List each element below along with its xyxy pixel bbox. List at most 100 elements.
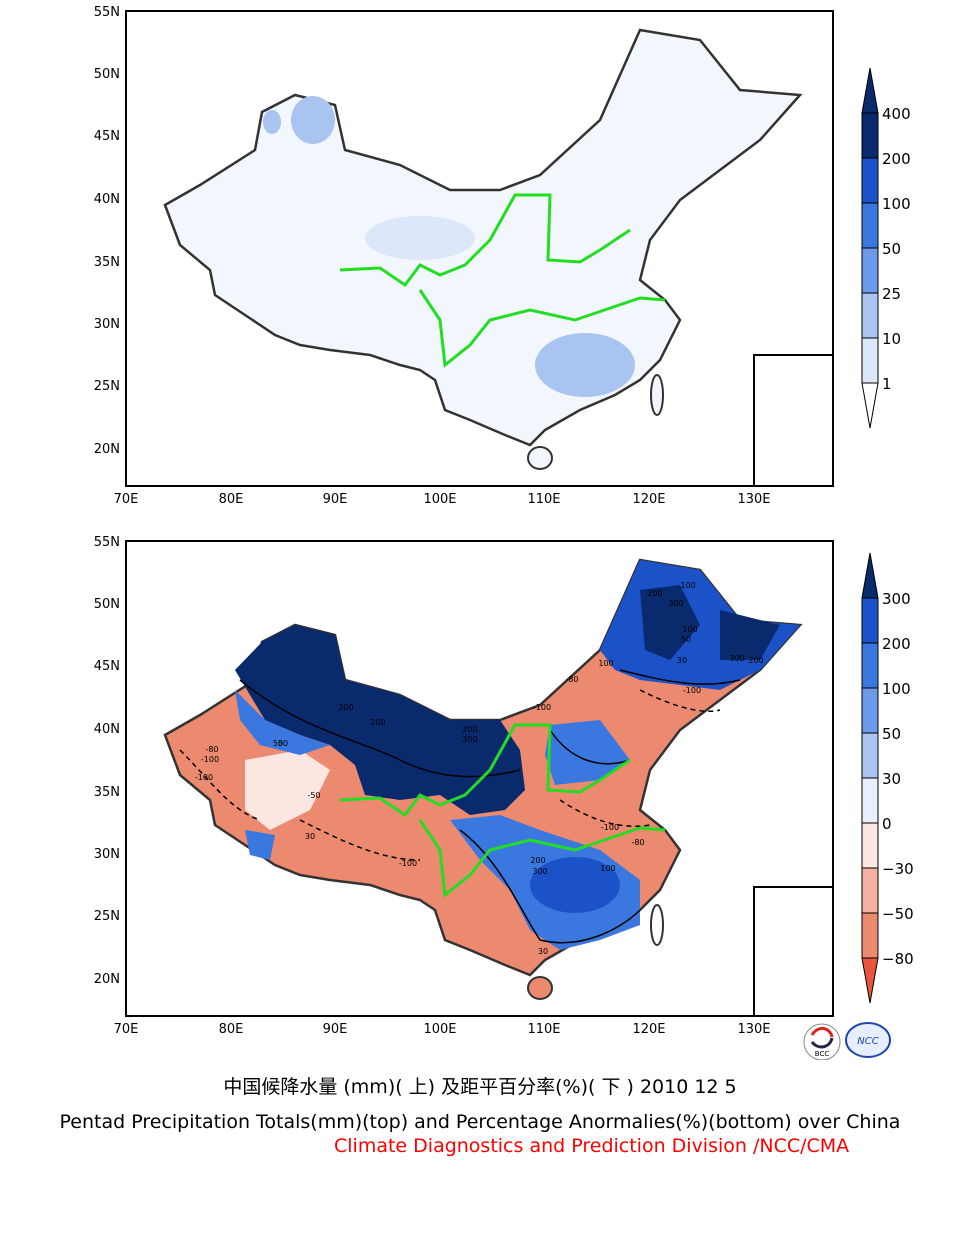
contour-label: 30 — [305, 832, 315, 841]
bottom-inset-box — [753, 886, 834, 1017]
colorbar-swatch — [861, 732, 879, 779]
colorbar-label: 100 — [882, 195, 911, 213]
colorbar-label: −80 — [882, 950, 914, 968]
lat-label: 40N — [94, 192, 120, 207]
colorbar-label: 25 — [882, 285, 901, 303]
colorbar-swatch — [861, 822, 879, 869]
bottom-anomaly-region — [245, 830, 275, 860]
bottom-anomaly-region — [640, 585, 700, 660]
bcc-logo: BCC — [803, 1023, 841, 1060]
bottom-yellow-river — [339, 723, 631, 818]
contour-label: 100 — [600, 864, 615, 873]
colorbar-arrow-top — [861, 552, 879, 599]
colorbar-label: 400 — [882, 105, 911, 123]
top-map: 55N 50N 45N 40N 35N 30N 25N 20N 70E 80E … — [94, 5, 911, 507]
bottom-taiwan — [650, 904, 664, 946]
bottom-map: 100 200 300 50 100 30 -100 -80 300 200 1… — [94, 535, 914, 1060]
colorbar-swatch — [861, 337, 879, 384]
lat-label: 55N — [94, 5, 120, 20]
bottom-lon-axis: 70E 80E 90E 100E 110E 120E 130E — [114, 1022, 771, 1037]
lat-label: 50N — [94, 597, 120, 612]
top-colorbar-labels: 400 200 100 50 25 10 1 — [882, 105, 911, 393]
contour-label: -50 — [307, 791, 320, 800]
colorbar-label: 200 — [882, 150, 911, 168]
contour-label: 200 — [530, 856, 545, 865]
bottom-yangtze-river — [418, 819, 666, 898]
colorbar-swatch — [861, 867, 879, 914]
contour-label: 50 — [273, 739, 283, 748]
bottom-anomaly-region — [545, 720, 630, 785]
bottom-colorbar-labels: 300 200 100 50 30 0 −30 −50 −80 — [882, 590, 914, 968]
lon-label: 70E — [114, 492, 139, 507]
colorbar-label: 10 — [882, 330, 901, 348]
top-precip-patch — [535, 333, 635, 397]
colorbar-label: 100 — [882, 680, 911, 698]
colorbar-label: −30 — [882, 860, 914, 878]
lon-label: 110E — [527, 1022, 560, 1037]
contour-label: 200 — [647, 589, 662, 598]
colorbar-label: 0 — [882, 815, 892, 833]
top-hainan — [527, 446, 553, 470]
colorbar-arrow-bottom — [861, 382, 879, 429]
colorbar-swatch — [861, 112, 879, 159]
lat-label: 45N — [94, 129, 120, 144]
contour-line — [639, 689, 721, 713]
contour-line — [619, 669, 741, 685]
colorbar-label: 300 — [882, 590, 911, 608]
lon-label: 100E — [423, 492, 456, 507]
colorbar-label: 30 — [882, 770, 901, 788]
contour-label: 300 — [668, 599, 683, 608]
caption-chinese: 中国候降水量 (mm)( 上) 及距平百分率(%)( 下 ) 2010 12 5 — [223, 1076, 737, 1098]
lon-label: 70E — [114, 1022, 139, 1037]
lat-label: 30N — [94, 317, 120, 332]
lat-label: 20N — [94, 442, 120, 457]
colorbar-swatch — [861, 292, 879, 339]
colorbar-label: 1 — [882, 375, 892, 393]
contour-label: 200 — [370, 718, 385, 727]
contour-line — [559, 799, 651, 827]
top-yangtze-river — [418, 289, 666, 368]
contour-label: 100 — [598, 659, 613, 668]
contour-label: -100 — [683, 686, 701, 695]
top-lon-axis: 70E 80E 90E 100E 110E 120E 130E — [114, 492, 771, 507]
contour-label: -100 — [601, 823, 619, 832]
top-precip-patch — [291, 96, 335, 144]
lon-label: 130E — [737, 1022, 770, 1037]
colorbar-swatch — [861, 247, 879, 294]
lon-label: 90E — [323, 492, 348, 507]
lon-label: 120E — [632, 1022, 665, 1037]
contour-label: 300 — [338, 703, 353, 712]
contour-line — [459, 829, 641, 944]
lat-label: 25N — [94, 379, 120, 394]
lon-label: 120E — [632, 492, 665, 507]
contour-label: 100 — [680, 581, 695, 590]
ncc-logo-text: NCC — [857, 1036, 878, 1047]
colorbar-swatch — [861, 777, 879, 824]
colorbar-swatch — [861, 202, 879, 249]
colorbar-swatch — [861, 912, 879, 959]
bottom-anomaly-region — [530, 857, 620, 913]
bottom-colorbar — [861, 552, 879, 1004]
top-lat-axis: 55N 50N 45N 40N 35N 30N 25N 20N — [94, 5, 120, 457]
lon-label: 110E — [527, 492, 560, 507]
bottom-anomaly-region — [245, 750, 330, 830]
colorbar-label: −50 — [882, 905, 914, 923]
lon-label: 80E — [219, 1022, 244, 1037]
contour-label: -80 — [565, 675, 578, 684]
contour-label: 200 — [748, 656, 763, 665]
caption-organization: Climate Diagnostics and Prediction Divis… — [334, 1135, 850, 1157]
top-precip-patch — [365, 216, 475, 260]
top-colorbar — [861, 67, 879, 429]
bottom-hainan — [527, 976, 553, 1000]
bottom-anomaly-region — [720, 610, 780, 660]
contour-line — [179, 749, 261, 821]
bcc-logo-text: BCC — [815, 1050, 830, 1058]
top-precip-patch — [263, 110, 281, 134]
lat-label: 30N — [94, 847, 120, 862]
lat-label: 40N — [94, 722, 120, 737]
colorbar-swatch — [861, 687, 879, 734]
colorbar-swatch — [861, 157, 879, 204]
bottom-anomaly-region — [235, 690, 330, 755]
lat-label: 55N — [94, 535, 120, 550]
bottom-anomaly-region — [235, 625, 525, 815]
